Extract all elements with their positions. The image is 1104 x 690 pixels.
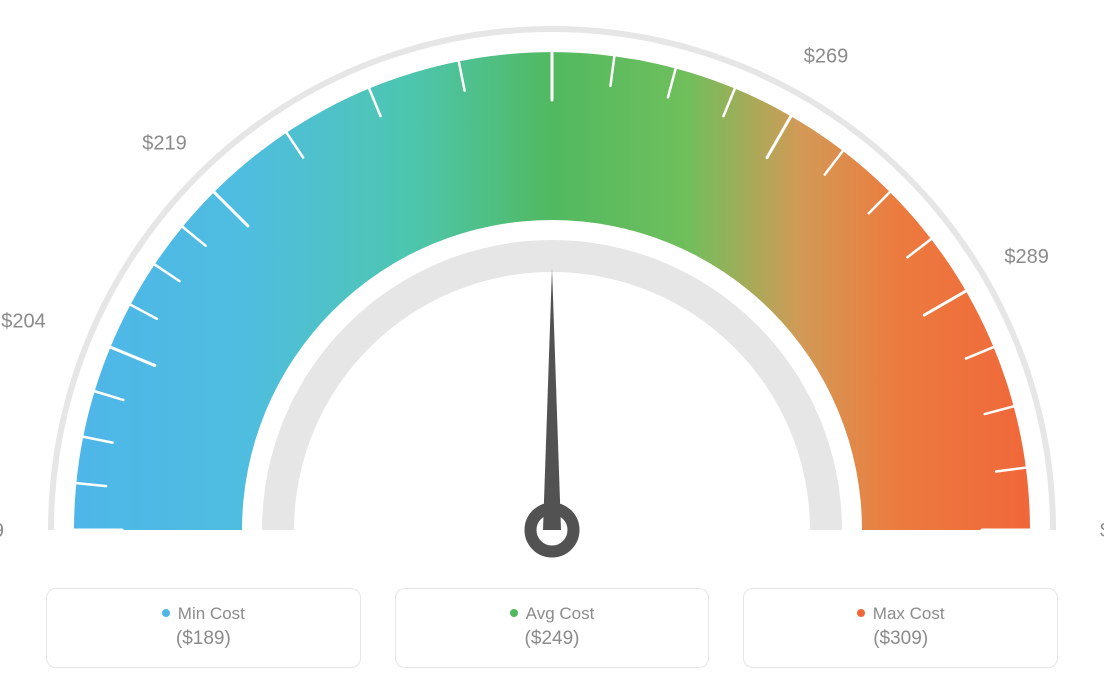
legend-dot-max [857,609,865,617]
legend-value-min: ($189) [176,628,231,650]
legend-row: Min Cost ($189) Avg Cost ($249) Max Cost… [46,588,1058,668]
legend-card-max: Max Cost ($309) [743,588,1058,668]
legend-value-max: ($309) [873,628,928,650]
legend-title-min-label: Min Cost [178,605,245,622]
svg-text:$309: $309 [1100,520,1104,542]
gauge-svg: $189$204$219$249$269$289$309 [0,0,1104,570]
svg-text:$289: $289 [1004,246,1049,268]
legend-card-min: Min Cost ($189) [46,588,361,668]
legend-card-avg: Avg Cost ($249) [395,588,710,668]
legend-dot-min [162,609,170,617]
legend-title-max: Max Cost [857,605,945,622]
legend-value-avg: ($249) [525,628,580,650]
svg-text:$219: $219 [142,133,187,155]
legend-dot-avg [510,609,518,617]
svg-text:$204: $204 [1,310,46,332]
legend-title-avg-label: Avg Cost [526,605,595,622]
cost-gauge: $189$204$219$249$269$289$309 [0,0,1104,570]
svg-text:$189: $189 [0,520,4,542]
svg-text:$269: $269 [804,45,849,67]
legend-title-max-label: Max Cost [873,605,945,622]
legend-title-avg: Avg Cost [510,605,595,622]
legend-title-min: Min Cost [162,605,245,622]
